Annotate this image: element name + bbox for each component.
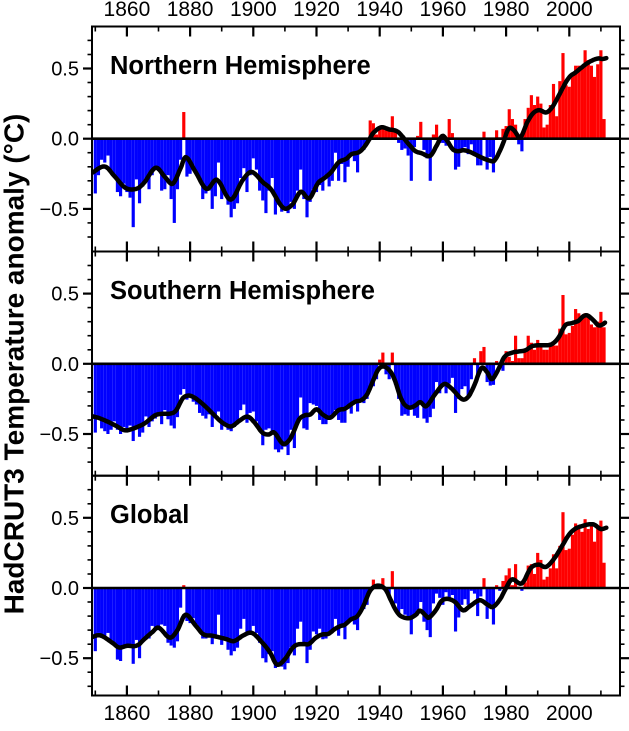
svg-text:1980: 1980 — [483, 0, 530, 21]
svg-text:−0.5: −0.5 — [40, 648, 79, 670]
svg-text:1860: 1860 — [104, 0, 151, 21]
svg-text:0.5: 0.5 — [51, 508, 79, 530]
svg-text:1920: 1920 — [293, 702, 340, 725]
svg-text:HadCRUT3 Temperature anomaly (: HadCRUT3 Temperature anomaly (°C) — [0, 114, 30, 615]
svg-text:1860: 1860 — [104, 702, 151, 725]
svg-text:2000: 2000 — [546, 702, 593, 725]
svg-text:0.5: 0.5 — [51, 284, 79, 306]
svg-text:1980: 1980 — [483, 702, 530, 725]
svg-text:Northern Hemisphere: Northern Hemisphere — [110, 52, 371, 80]
svg-text:1960: 1960 — [420, 0, 467, 21]
svg-text:1920: 1920 — [293, 0, 340, 21]
svg-text:1880: 1880 — [167, 702, 214, 725]
svg-text:2000: 2000 — [546, 0, 593, 21]
svg-text:1900: 1900 — [230, 702, 277, 725]
svg-text:−0.5: −0.5 — [40, 424, 79, 446]
svg-text:−0.5: −0.5 — [40, 199, 79, 221]
svg-text:1940: 1940 — [356, 0, 403, 21]
svg-text:0.5: 0.5 — [51, 59, 79, 81]
svg-text:Global: Global — [110, 501, 189, 529]
svg-text:1900: 1900 — [230, 0, 277, 21]
svg-text:Southern Hemisphere: Southern Hemisphere — [110, 277, 375, 305]
svg-text:1960: 1960 — [420, 702, 467, 725]
svg-text:0.0: 0.0 — [51, 578, 79, 600]
svg-text:1880: 1880 — [167, 0, 214, 21]
svg-text:0.0: 0.0 — [51, 129, 79, 151]
svg-text:0.0: 0.0 — [51, 354, 79, 376]
svg-text:1940: 1940 — [356, 702, 403, 725]
